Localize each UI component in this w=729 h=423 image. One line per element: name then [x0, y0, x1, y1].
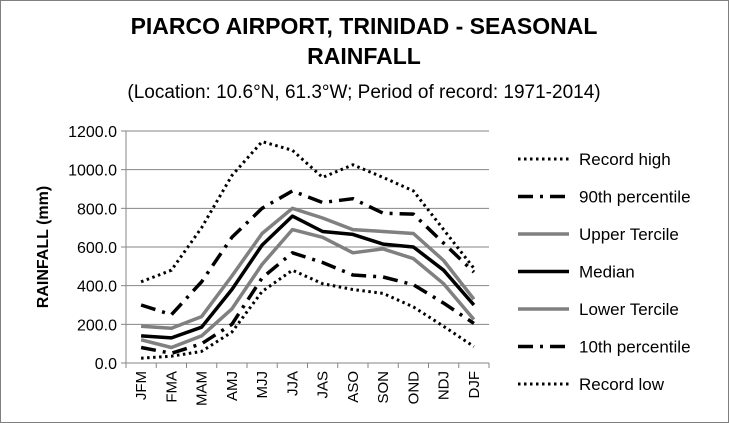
legend-label-90th-percentile: 90th percentile [579, 188, 691, 207]
y-tick-label: 600.0 [77, 240, 117, 257]
series-line-record-low [141, 268, 475, 360]
x-tick-label: NDJ [436, 371, 453, 400]
series-line-10th-percentile [140, 251, 475, 356]
legend-label-10th-percentile: 10th percentile [579, 338, 691, 357]
x-tick-label: SON [375, 371, 392, 404]
series-line-median [140, 214, 476, 340]
chart-title-line2: RAINFALL [307, 43, 421, 69]
chart-subtitle: (Location: 10.6°N, 61.3°W; Period of rec… [127, 82, 600, 103]
legend-label-record-low: Record low [579, 375, 665, 394]
series-line-record-high [140, 140, 476, 284]
y-tick-label: 400.0 [77, 279, 117, 296]
chart-title-line1: PIARCO AIRPORT, TRINIDAD - SEASONAL [131, 13, 598, 39]
gridlines [126, 130, 489, 325]
x-tick-label: DJF [466, 371, 483, 399]
series-lines [140, 140, 476, 360]
y-axis-title: RAINFALL (mm) [35, 186, 52, 308]
x-tick-label: JFM [133, 371, 150, 400]
x-tick-label: OND [405, 371, 422, 405]
x-tick-label: AMJ [224, 371, 241, 401]
legend-label-median: Median [579, 263, 635, 282]
legend: Record high 90th percentile Upper Tercile M… [518, 150, 691, 394]
y-tick-label: 1200.0 [68, 124, 117, 141]
series-line-upper-tercile [140, 206, 476, 330]
legend-label-record-high: Record high [579, 150, 671, 169]
series-line-90th-percentile [140, 189, 476, 317]
x-tick-label: JAS [315, 371, 332, 399]
legend-label-lower-tercile: Lower Tercile [579, 300, 679, 319]
y-tick-label: 200.0 [77, 317, 117, 334]
series-line-lower-tercile [140, 227, 476, 350]
y-tick-label: 800.0 [77, 201, 117, 218]
x-tick-label: MJJ [254, 371, 271, 399]
x-tick-label: MAM [194, 371, 211, 406]
x-tick-label: FMA [163, 371, 180, 403]
legend-label-upper-tercile: Upper Tercile [579, 225, 679, 244]
axes: 0.0 200.0 400.0 600.0 800.0 1000.0 1200.0 JFM FM… [68, 124, 490, 406]
y-tick-label: 1000.0 [68, 163, 117, 180]
x-tick-label: ASO [345, 371, 362, 403]
y-tick-label: 0.0 [95, 356, 117, 373]
x-tick-label: JJA [284, 371, 301, 396]
